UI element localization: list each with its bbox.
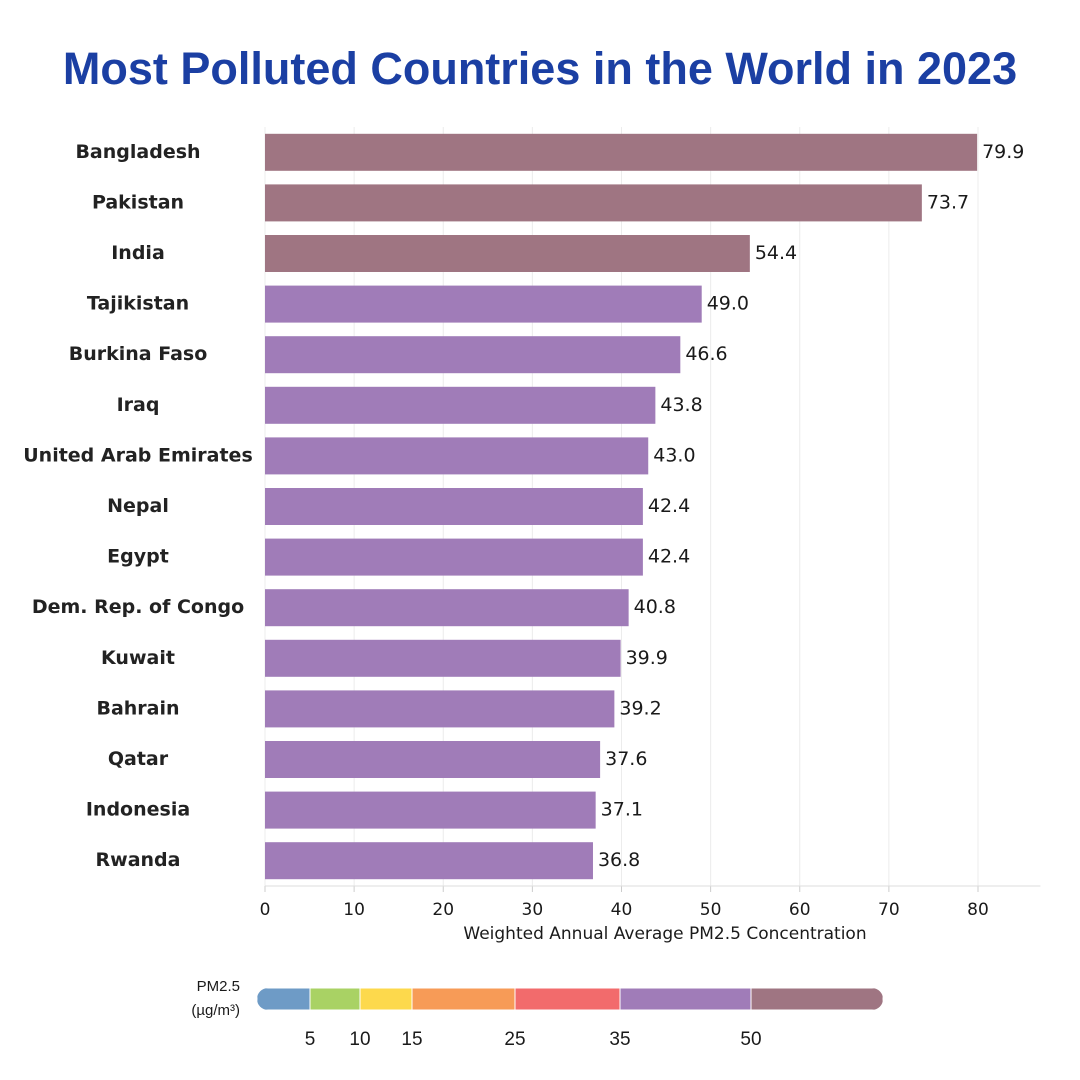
- category-label: Nepal: [107, 495, 169, 517]
- x-tick-label: 10: [343, 900, 365, 920]
- legend-break-label: 15: [401, 1029, 422, 1050]
- legend-break-label: 10: [349, 1029, 370, 1050]
- legend-break-label: 25: [504, 1029, 525, 1050]
- value-label: 39.9: [626, 647, 668, 669]
- legend-swatch: [514, 988, 621, 1010]
- bar: [265, 538, 643, 576]
- legend-swatch: [619, 988, 752, 1010]
- category-label: Pakistan: [92, 191, 184, 213]
- x-tick-label: 80: [967, 900, 989, 920]
- value-label: 54.4: [755, 242, 797, 264]
- legend-swatch: [359, 988, 413, 1010]
- bar: [265, 639, 621, 677]
- category-label: Egypt: [107, 546, 169, 568]
- category-label: Qatar: [108, 748, 169, 770]
- value-label: 40.8: [634, 596, 676, 618]
- x-tick-label: 0: [260, 900, 271, 920]
- category-label: Burkina Faso: [69, 343, 208, 365]
- category-label: Kuwait: [101, 647, 175, 669]
- category-label: India: [111, 242, 165, 264]
- bar: [265, 386, 656, 424]
- bar: [265, 285, 702, 323]
- value-label: 43.8: [660, 394, 702, 416]
- legend-swatch: [257, 988, 311, 1010]
- bar: [265, 589, 629, 627]
- bar: [265, 336, 681, 374]
- value-label: 73.7: [927, 191, 969, 213]
- category-label: Bangladesh: [75, 141, 200, 163]
- bar: [265, 488, 643, 525]
- category-label: United Arab Emirates: [23, 444, 253, 466]
- value-label: 46.6: [685, 343, 727, 365]
- x-tick-label: 20: [432, 900, 454, 920]
- bar: [265, 842, 593, 880]
- x-tick-label: 30: [522, 900, 544, 920]
- category-label: Tajikistan: [87, 293, 189, 315]
- legend-swatch: [309, 988, 361, 1010]
- bar: [265, 690, 615, 728]
- value-label: 39.2: [619, 697, 661, 719]
- value-label: 43.0: [653, 444, 695, 466]
- legend-break-label: 5: [305, 1029, 316, 1050]
- category-label: Iraq: [117, 394, 160, 416]
- x-tick-label: 70: [878, 900, 900, 920]
- value-label: 49.0: [707, 293, 749, 315]
- bar: [265, 184, 922, 222]
- category-label: Indonesia: [86, 799, 190, 821]
- bar: [265, 133, 978, 171]
- legend-swatch: [411, 988, 516, 1010]
- legend-unit: (µg/m³): [191, 1002, 240, 1019]
- category-label: Rwanda: [96, 849, 181, 871]
- value-label: 79.9: [982, 141, 1024, 163]
- x-tick-label: 40: [611, 900, 633, 920]
- bar: [265, 741, 601, 778]
- legend-swatch: [750, 988, 883, 1010]
- value-label: 36.8: [598, 849, 640, 871]
- bar: [265, 791, 596, 829]
- x-tick-label: 60: [789, 900, 811, 920]
- x-axis-title: Weighted Annual Average PM2.5 Concentrat…: [463, 924, 866, 944]
- category-label: Bahrain: [96, 697, 179, 719]
- value-label: 42.4: [648, 495, 690, 517]
- bar: [265, 235, 750, 272]
- legend-break-label: 50: [740, 1029, 761, 1050]
- legend-scale: [257, 988, 883, 1010]
- legend-title: PM2.5: [197, 978, 240, 995]
- value-label: 37.1: [601, 799, 643, 821]
- category-label: Dem. Rep. of Congo: [32, 596, 244, 618]
- value-label: 42.4: [648, 546, 690, 568]
- value-label: 37.6: [605, 748, 647, 770]
- legend-break-label: 35: [609, 1029, 630, 1050]
- chart-title: Most Polluted Countries in the World in …: [63, 43, 1017, 94]
- x-tick-label: 50: [700, 900, 722, 920]
- bar: [265, 437, 649, 475]
